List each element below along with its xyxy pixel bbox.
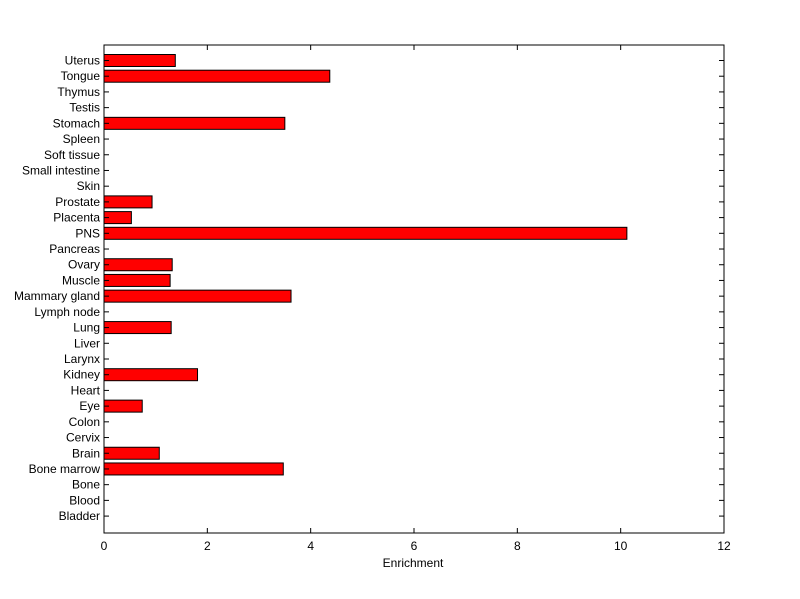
y-tick-label: Mammary gland: [14, 289, 100, 303]
y-tick-label: Tongue: [61, 69, 101, 83]
y-tick-label: Testis: [69, 101, 100, 115]
y-tick-label: PNS: [75, 226, 100, 240]
y-tick-label: Pancreas: [49, 242, 100, 256]
y-tick-label: Thymus: [57, 85, 100, 99]
bar-kidney: [103, 368, 199, 382]
bar-brain: [103, 446, 160, 460]
y-tick-label: Ovary: [68, 258, 100, 272]
y-tick-label: Kidney: [63, 368, 100, 382]
x-tick-label: 2: [204, 539, 211, 553]
y-tick-label: Liver: [74, 336, 100, 350]
y-tick-label: Placenta: [53, 211, 100, 225]
bar-bone-marrow: [103, 462, 284, 476]
y-tick-label: Eye: [79, 399, 100, 413]
y-tick-label: Prostate: [55, 195, 100, 209]
x-tick-label: 6: [411, 539, 418, 553]
y-tick-label: Colon: [69, 415, 100, 429]
bar-tongue: [103, 69, 331, 83]
y-tick-label: Small intestine: [22, 163, 100, 177]
bar-uterus: [103, 54, 176, 67]
y-tick-label: Stomach: [53, 116, 100, 130]
bar-prostate: [103, 195, 153, 209]
y-tick-label: Heart: [71, 383, 101, 397]
bar-ovary: [103, 258, 173, 272]
plot-frame: [103, 44, 725, 534]
x-tick-label: 8: [514, 539, 521, 553]
bar-mammary-gland: [103, 289, 292, 303]
x-tick-label: 4: [307, 539, 314, 553]
y-tick-label: Brain: [72, 446, 100, 460]
y-tick-label: Bladder: [59, 509, 100, 523]
x-axis-title: Enrichment: [383, 556, 444, 570]
y-tick-label: Lung: [73, 321, 100, 335]
y-tick-label: Cervix: [66, 431, 100, 445]
y-tick-label: Uterus: [65, 54, 100, 68]
bar-lung: [103, 321, 172, 335]
y-tick-label: Muscle: [62, 273, 100, 287]
y-tick-label: Spleen: [63, 132, 100, 146]
x-tick-label: 10: [614, 539, 628, 553]
bar-stomach: [103, 116, 286, 130]
x-tick-label: 12: [717, 539, 731, 553]
x-axis-ticks: 0 2 4 6 8 10 12: [101, 45, 731, 553]
y-tick-label: Lymph node: [34, 305, 100, 319]
y-tick-label: Larynx: [64, 352, 100, 366]
y-tick-label: Bone marrow: [29, 462, 101, 476]
x-tick-label: 0: [101, 539, 108, 553]
bar-muscle: [103, 273, 171, 287]
y-tick-label: Blood: [69, 493, 100, 507]
y-tick-label: Bone: [72, 478, 100, 492]
bar-eye: [103, 399, 143, 413]
bar-pns: [103, 226, 628, 240]
y-tick-label: Skin: [77, 179, 100, 193]
y-tick-label: Soft tissue: [44, 148, 100, 162]
